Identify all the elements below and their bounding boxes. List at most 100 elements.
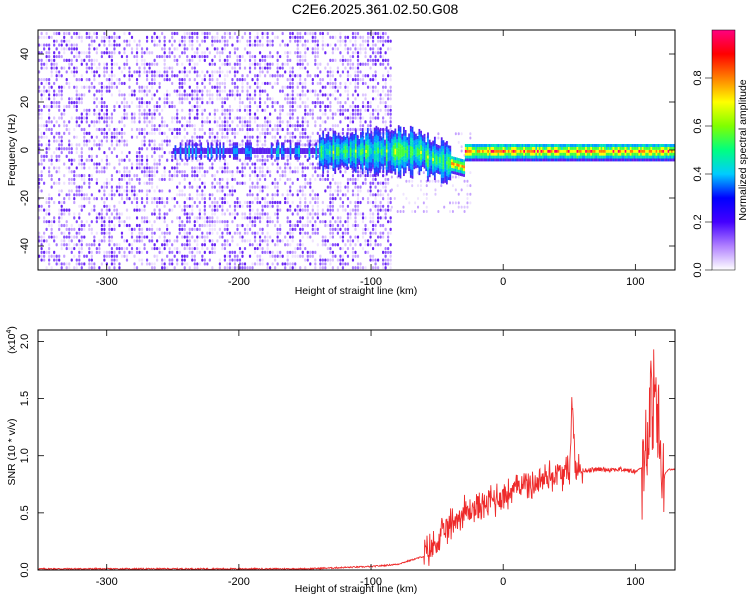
heatmap-cell [100,108,103,112]
heatmap-cell [241,81,244,86]
heatmap-cell [45,212,48,216]
heatmap-cell [75,189,78,193]
heatmap-cell [68,58,71,62]
heatmap-cell [213,70,216,74]
heatmap-cell [135,174,139,178]
heatmap-cell [251,148,254,152]
heatmap-cell [193,116,196,120]
heatmap-cell [75,124,78,128]
heatmap-cell [198,177,201,182]
heatmap-cell [213,243,216,247]
heatmap-cell [248,204,252,208]
heatmap-cell [188,108,191,112]
heatmap-cell [428,179,431,183]
heatmap-cell [393,197,396,201]
heatmap-cell [324,51,327,55]
heatmap-cell [322,133,325,137]
heatmap-cell [281,89,284,93]
heatmap-cell [251,208,254,212]
heatmap-cell [261,31,264,36]
heatmap-cell [188,243,191,247]
heatmap-cell [181,174,184,178]
heatmap-cell [186,254,189,258]
heatmap-cell [248,142,251,146]
heatmap-cell [314,51,317,55]
heatmap-cell [346,216,350,220]
heatmap-cell [93,58,96,62]
heatmap-cell [153,116,156,120]
heatmap-cell [198,185,201,189]
heatmap-cell [384,185,387,189]
heatmap-cell [296,54,299,59]
heatmap-cell [251,127,254,132]
heatmap-cell [63,66,66,70]
heatmap-cell [294,148,297,152]
heatmap-cell [113,223,116,228]
heatmap-cell [60,43,63,47]
heatmap-cell [135,193,139,197]
heatmap-cell [55,258,58,262]
heatmap-cell [256,31,259,36]
heatmap-cell [253,43,257,47]
heatmap-cell [70,246,73,251]
heatmap-cell [163,231,166,235]
heatmap-cell [246,204,249,208]
heatmap-cell [150,197,154,201]
heatmap-cell [50,70,53,74]
heatmap-cell [314,170,317,174]
heatmap-cell [98,66,101,70]
heatmap-cell [371,177,375,182]
heatmap-cell [118,170,121,174]
heatmap-cell [289,170,292,174]
heatmap-cell [263,162,267,166]
heatmap-cell [379,204,382,208]
heatmap-cell [120,158,124,162]
heatmap-cell [105,47,108,51]
heatmap-cell [291,193,294,197]
heatmap-cell [145,51,149,55]
heatmap-cell [179,145,182,149]
heatmap-cell [123,239,126,243]
heatmap-cell [48,166,51,170]
heatmap-cell [163,262,166,266]
heatmap-cell [38,127,41,132]
heatmap-cell [387,39,390,43]
heatmap-cell [219,156,221,160]
heatmap-cell [38,189,41,193]
heatmap-cell [140,197,144,201]
heatmap-cell [70,258,73,262]
heatmap-cell [346,93,350,97]
heatmap-cell [331,243,334,247]
heatmap-cell [371,200,375,205]
heatmap-cell [196,85,199,89]
heatmap-cell [359,116,362,120]
heatmap-cell [173,197,176,201]
heatmap-cell [270,156,273,160]
heatmap-cell [133,116,136,120]
heatmap-cell [261,66,264,70]
heatmap-cell [374,97,377,101]
heatmap-cell [246,93,249,97]
heatmap-cell [296,139,299,143]
heatmap-cell [341,223,345,228]
heatmap-cell [359,35,362,39]
heatmap-cell [188,156,191,160]
heatmap-cell [178,220,181,224]
heatmap-cell [85,31,88,36]
heatmap-cell [188,145,191,149]
heatmap-cell [376,204,380,208]
heatmap-cell [168,139,171,143]
heatmap-cell [231,43,234,47]
heatmap-cell [366,250,370,254]
heatmap-cell [266,35,269,39]
heatmap-cell [279,104,282,109]
heatmap-cell [118,262,121,266]
heatmap-cell [463,205,466,209]
heatmap-cell [211,204,214,208]
heatmap-cell [321,39,324,43]
heatmap-cell [145,216,149,220]
heatmap-cell [120,131,124,135]
heatmap-cell [316,97,319,101]
heatmap-cell [75,89,78,93]
heatmap-cell [233,204,237,208]
